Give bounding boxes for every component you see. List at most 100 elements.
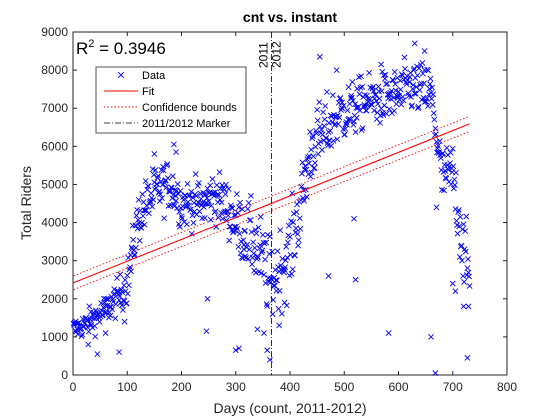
data-point	[169, 173, 176, 180]
data-point	[85, 317, 92, 323]
data-point	[357, 84, 364, 91]
data-point	[352, 276, 359, 283]
data-point	[184, 221, 190, 228]
data-point	[165, 203, 172, 209]
data-point	[289, 266, 296, 273]
data-point	[464, 265, 471, 271]
data-point	[164, 161, 171, 167]
data-point	[424, 103, 431, 110]
data-point	[79, 331, 86, 338]
data-point	[258, 270, 265, 277]
data-point	[178, 213, 185, 220]
data-point	[304, 156, 311, 163]
data-point	[430, 91, 437, 98]
data-point	[195, 179, 202, 186]
data-point	[92, 333, 99, 340]
data-point	[227, 202, 234, 209]
y-tick-label: 5000	[41, 177, 68, 191]
data-point	[459, 226, 466, 233]
data-point	[188, 188, 195, 195]
data-point	[221, 187, 228, 193]
data-point	[296, 215, 303, 222]
data-point	[302, 163, 309, 170]
data-point	[303, 193, 310, 200]
y-tick-label: 3000	[41, 254, 68, 268]
data-point	[334, 136, 341, 143]
data-point	[236, 345, 242, 352]
data-point	[313, 130, 320, 137]
data-point	[257, 213, 264, 220]
data-point	[263, 301, 270, 308]
data-point	[430, 110, 437, 117]
r-squared-annotation: R2 = 0.3946	[76, 38, 166, 58]
data-point	[237, 199, 244, 206]
data-point	[352, 129, 359, 136]
data-point	[310, 153, 317, 160]
data-point	[421, 80, 427, 87]
data-point	[175, 191, 182, 197]
data-point	[211, 192, 217, 199]
data-point	[392, 81, 399, 88]
data-point	[259, 247, 266, 254]
data-point	[257, 242, 264, 248]
data-point	[223, 181, 229, 188]
data-point	[394, 93, 401, 100]
data-point	[451, 176, 458, 183]
data-point	[180, 197, 187, 203]
data-point	[185, 199, 191, 205]
data-point	[429, 84, 436, 91]
x-axis-label: Days (count, 2011-2012)	[213, 400, 366, 416]
data-point	[465, 303, 472, 310]
data-point	[416, 65, 423, 72]
data-point	[176, 223, 183, 230]
data-point	[311, 164, 318, 171]
data-point	[459, 257, 465, 264]
data-point	[427, 75, 434, 82]
data-point	[425, 67, 432, 74]
data-point	[382, 71, 389, 78]
data-point	[275, 264, 281, 270]
data-point	[154, 181, 161, 188]
x-tick-label: 200	[171, 380, 191, 394]
data-point	[429, 101, 436, 108]
data-point	[191, 208, 198, 215]
fit-line	[73, 123, 470, 284]
data-point	[123, 300, 130, 307]
data-point	[248, 229, 255, 235]
data-point	[316, 53, 323, 60]
legend-label-fit: Fit	[142, 86, 154, 98]
fit-line-group	[73, 123, 470, 284]
data-point	[349, 79, 356, 85]
axes: 0 100 200 300 400 500 600 700 800010002000300040…	[41, 25, 517, 394]
data-point	[358, 73, 364, 80]
data-point	[240, 246, 247, 253]
data-point	[306, 160, 312, 167]
data-point	[74, 331, 81, 338]
data-point	[406, 79, 413, 86]
data-point	[353, 114, 360, 121]
data-point	[250, 239, 257, 246]
data-point	[269, 248, 276, 255]
data-point	[205, 198, 212, 205]
data-point	[212, 208, 219, 215]
data-point	[364, 92, 370, 99]
data-point	[419, 59, 426, 66]
data-point	[170, 141, 177, 148]
data-point	[222, 191, 229, 198]
data-point	[282, 257, 289, 264]
y-tick-label: 8000	[41, 63, 68, 77]
data-point	[251, 244, 258, 251]
r-squared-prefix: R	[76, 39, 88, 58]
data-point	[261, 271, 267, 278]
data-point	[431, 116, 438, 123]
data-point	[440, 150, 446, 157]
data-point	[138, 219, 145, 226]
data-point	[168, 184, 175, 191]
data-point	[375, 83, 382, 90]
data-point	[341, 131, 348, 138]
data-point	[214, 191, 221, 198]
data-point	[411, 40, 418, 47]
data-point	[263, 239, 270, 246]
legend-label-data: Data	[142, 70, 166, 82]
data-point	[117, 271, 124, 278]
